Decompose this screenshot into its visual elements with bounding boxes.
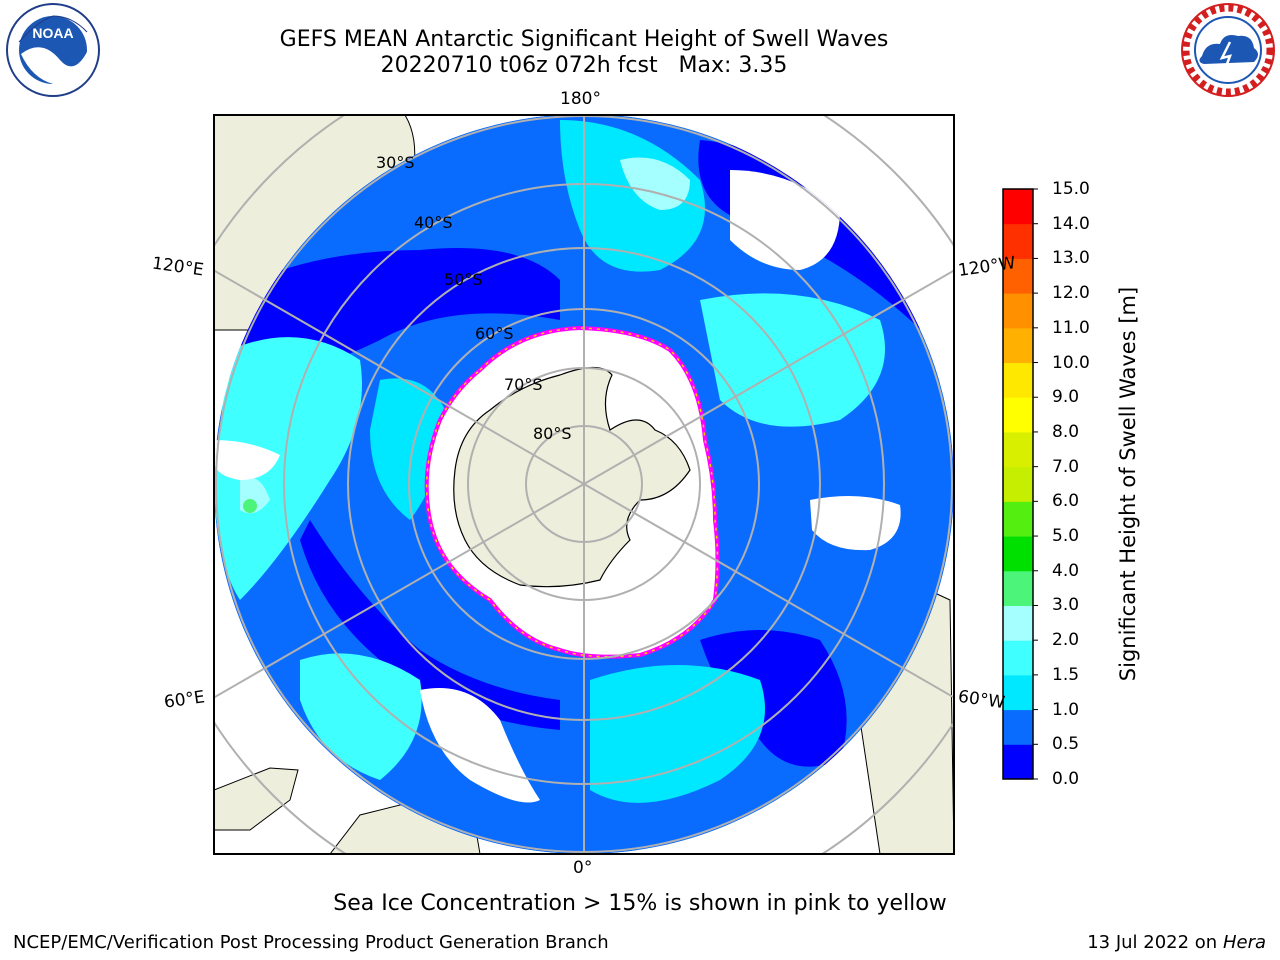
colorbar-tick-label: 2.0: [1052, 630, 1080, 651]
colorbar-swatch: [1003, 223, 1033, 259]
colorbar-tick-label: 7.0: [1052, 456, 1080, 477]
footer-timestamp: 13 Jul 2022 on Hera: [1087, 932, 1266, 954]
colorbar-tick-label: 1.0: [1052, 699, 1080, 720]
colorbar-swatch: [1003, 570, 1033, 606]
nws-logo: [1181, 3, 1275, 97]
colorbar-swatch: [1003, 431, 1033, 468]
colorbar-swatch: [1003, 327, 1033, 364]
colorbar-tick-label: 13.0: [1052, 248, 1090, 269]
footer-credit: NCEP/EMC/Verification Post Processing Pr…: [13, 932, 609, 953]
lat-label-40s: 40°S: [414, 213, 453, 232]
colorbar-tick-label: 15.0: [1052, 179, 1090, 199]
lat-label-60s: 60°S: [475, 324, 514, 343]
colorbar-swatch: [1003, 709, 1033, 745]
colorbar-tick-label: 14.0: [1052, 213, 1090, 234]
colorbar-tick-label: 6.0: [1052, 491, 1080, 512]
footer-host: Hera: [1222, 932, 1266, 953]
colorbar-swatch: [1003, 258, 1033, 294]
colorbar-swatch: [1003, 362, 1033, 398]
colorbar-swatch: [1003, 744, 1033, 780]
colorbar-tick-label: 12.0: [1052, 283, 1090, 304]
colorbar-tick-label: 10.0: [1052, 352, 1090, 373]
colorbar-tick-label: 9.0: [1052, 387, 1080, 408]
colorbar-swatch: [1003, 674, 1033, 711]
colorbar-swatch: [1003, 536, 1033, 572]
lat-label-30s: 30°S: [376, 153, 415, 172]
colorbar-swatch: [1003, 605, 1033, 641]
colorbar-swatch: [1003, 640, 1033, 676]
colorbar-swatch: [1003, 466, 1033, 502]
colorbar-swatch: [1003, 397, 1033, 433]
colorbar-tick-label: 4.0: [1052, 560, 1080, 581]
lon-label-0: 0°: [573, 858, 593, 878]
colorbar-frame: [1002, 188, 1034, 780]
madagascar-landmass: [214, 767, 299, 831]
colorbar-tick-label: 8.0: [1052, 421, 1080, 442]
noaa-logo: NOAA: [6, 3, 100, 97]
map-subtitle: 20220710 t06z 072h fcst Max: 3.35: [380, 53, 788, 78]
map-title: GEFS MEAN Antarctic Significant Height o…: [279, 27, 889, 52]
colorbar-swatch: [1003, 501, 1033, 537]
colorbar-tick-label: 11.0: [1052, 317, 1090, 338]
colorbar-tick-label: 5.0: [1052, 526, 1080, 547]
colorbar-swatch: [1003, 293, 1033, 329]
colorbar-swatch: [1003, 189, 1033, 225]
colorbar-label: Significant Height of Swell Waves [m]: [1116, 286, 1140, 682]
colorbar-tick-label: 0.0: [1052, 769, 1080, 789]
footer-date: 13 Jul 2022 on: [1087, 932, 1218, 953]
colorbar-tick-label: 0.5: [1052, 734, 1080, 755]
colorbar-tick-label: 3.0: [1052, 595, 1080, 616]
lon-label-180: 180°: [560, 89, 601, 109]
lat-label-70s: 70°S: [504, 375, 543, 394]
colorbar-tick-label: 1.5: [1052, 664, 1080, 685]
colorbar: [1002, 188, 1038, 780]
lat-label-50s: 50°S: [444, 270, 483, 289]
lat-label-80s: 80°S: [533, 424, 572, 443]
sea-ice-note: Sea Ice Concentration > 15% is shown in …: [333, 891, 947, 916]
noaa-logo-text: NOAA: [32, 25, 73, 41]
